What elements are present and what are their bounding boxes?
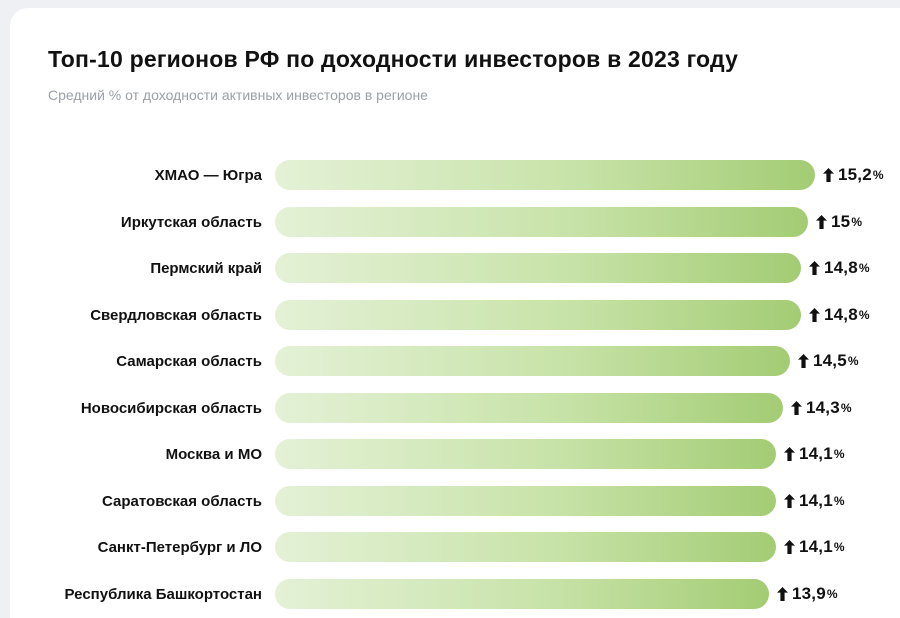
value-unit: % bbox=[833, 447, 845, 461]
bar bbox=[275, 160, 815, 190]
bar-label: Пермский край bbox=[150, 259, 262, 277]
value-group: 14,1 % bbox=[784, 491, 845, 511]
bar bbox=[275, 346, 790, 376]
bar bbox=[275, 253, 801, 283]
chart-row: Новосибирская область 14,3 % bbox=[10, 393, 900, 423]
value-number: 15,2 bbox=[838, 165, 872, 184]
chart-row: Республика Башкортостан 13,9 % bbox=[10, 579, 900, 609]
bar bbox=[275, 532, 776, 562]
value-unit: % bbox=[858, 308, 870, 322]
value-unit: % bbox=[851, 215, 862, 229]
value-group: 14,1 % bbox=[784, 444, 845, 464]
value-unit: % bbox=[833, 540, 845, 554]
bar bbox=[275, 486, 776, 516]
value-unit: % bbox=[847, 354, 859, 368]
value-group: 15,2 % bbox=[823, 165, 884, 185]
bar-label: ХМАО — Югра bbox=[154, 166, 262, 184]
value-group: 13,9 % bbox=[777, 584, 838, 604]
bar-label: Саратовская область bbox=[102, 492, 262, 510]
up-arrow-icon bbox=[809, 308, 820, 322]
value-unit: % bbox=[840, 401, 852, 415]
chart-row: Свердловская область 14,8 % bbox=[10, 300, 900, 330]
value-group: 15 % bbox=[816, 212, 862, 232]
value-group: 14,8 % bbox=[809, 305, 870, 325]
bar-label: Санкт-Петербург и ЛО bbox=[97, 538, 262, 556]
value-number: 14,1 bbox=[799, 444, 833, 463]
bar bbox=[275, 300, 801, 330]
value-number: 14,3 bbox=[806, 398, 840, 417]
up-arrow-icon bbox=[823, 168, 834, 182]
value-number: 14,8 bbox=[824, 258, 858, 277]
chart-row: Санкт-Петербург и ЛО 14,1 % bbox=[10, 532, 900, 562]
chart-row: Саратовская область 14,1 % bbox=[10, 486, 900, 516]
value-number: 14,1 bbox=[799, 537, 833, 556]
chart-row: Москва и МО 14,1 % bbox=[10, 439, 900, 469]
value-unit: % bbox=[826, 587, 838, 601]
value-unit: % bbox=[858, 261, 870, 275]
bar-label: Москва и МО bbox=[165, 445, 262, 463]
value-unit: % bbox=[833, 494, 845, 508]
value-number: 14,5 bbox=[813, 351, 847, 370]
up-arrow-icon bbox=[784, 494, 795, 508]
value-number: 15 bbox=[831, 212, 851, 231]
chart-row: Пермский край 14,8 % bbox=[10, 253, 900, 283]
chart-card: Топ-10 регионов РФ по доходности инвесто… bbox=[10, 8, 900, 618]
value-group: 14,5 % bbox=[798, 351, 859, 371]
page-title: Топ-10 регионов РФ по доходности инвесто… bbox=[48, 46, 739, 72]
value-group: 14,8 % bbox=[809, 258, 870, 278]
bar-label: Республика Башкортостан bbox=[64, 585, 262, 603]
bar-label: Свердловская область bbox=[90, 306, 262, 324]
value-group: 14,1 % bbox=[784, 537, 845, 557]
up-arrow-icon bbox=[798, 354, 809, 368]
up-arrow-icon bbox=[809, 261, 820, 275]
chart-row: ХМАО — Югра 15,2 % bbox=[10, 160, 900, 190]
up-arrow-icon bbox=[791, 401, 802, 415]
bar bbox=[275, 439, 776, 469]
chart-row: Самарская область 14,5 % bbox=[10, 346, 900, 376]
bar bbox=[275, 393, 783, 423]
bar-label: Иркутская область bbox=[120, 213, 262, 231]
bar bbox=[275, 579, 769, 609]
bar-label: Новосибирская область bbox=[80, 399, 262, 417]
value-number: 14,8 bbox=[824, 305, 858, 324]
bar bbox=[275, 207, 808, 237]
up-arrow-icon bbox=[784, 447, 795, 461]
up-arrow-icon bbox=[777, 587, 788, 601]
up-arrow-icon bbox=[784, 540, 795, 554]
value-unit: % bbox=[872, 168, 884, 182]
value-number: 14,1 bbox=[799, 491, 833, 510]
up-arrow-icon bbox=[816, 215, 827, 229]
value-number: 13,9 bbox=[792, 584, 826, 603]
value-group: 14,3 % bbox=[791, 398, 852, 418]
chart-row: Иркутская область 15 % bbox=[10, 207, 900, 237]
chart-header: Топ-10 регионов РФ по доходности инвесто… bbox=[10, 8, 900, 103]
page-subtitle: Средний % от доходности активных инвесто… bbox=[48, 87, 428, 103]
bar-label: Самарская область bbox=[116, 352, 262, 370]
bar-chart: ХМАО — Югра 15,2 % Иркутская область 15 … bbox=[10, 140, 900, 618]
